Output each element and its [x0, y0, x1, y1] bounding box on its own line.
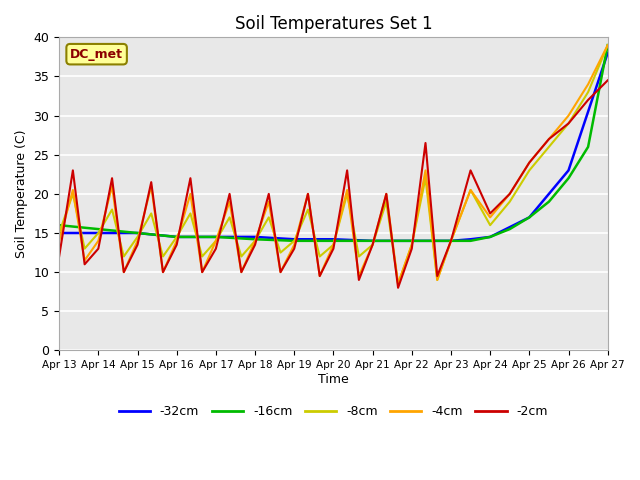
Y-axis label: Soil Temperature (C): Soil Temperature (C) [15, 130, 28, 258]
X-axis label: Time: Time [318, 373, 349, 386]
Text: DC_met: DC_met [70, 48, 123, 60]
Title: Soil Temperatures Set 1: Soil Temperatures Set 1 [235, 15, 432, 33]
Legend: -32cm, -16cm, -8cm, -4cm, -2cm: -32cm, -16cm, -8cm, -4cm, -2cm [114, 400, 553, 423]
